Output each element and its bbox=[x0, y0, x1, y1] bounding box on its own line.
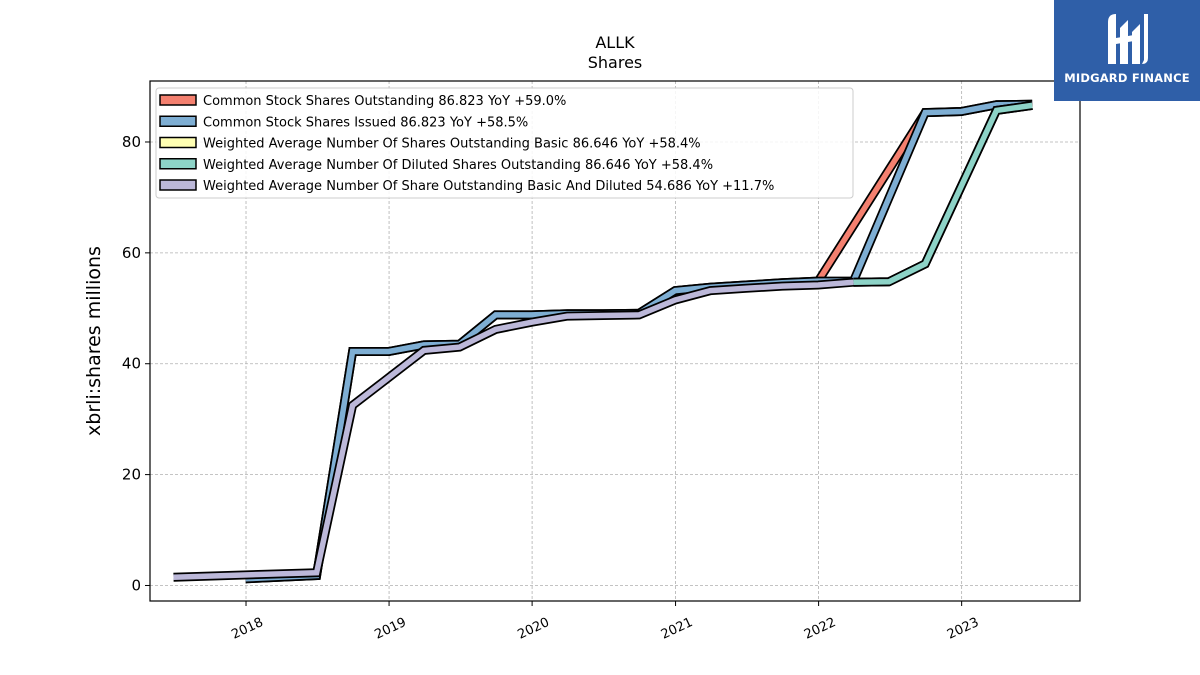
legend-entry: Common Stock Shares Outstanding 86.823 Y… bbox=[203, 94, 566, 109]
series-line bbox=[173, 279, 854, 580]
plot-frame bbox=[149, 80, 1081, 602]
legend-swatch bbox=[159, 179, 197, 191]
y-axis-label: xbrli:shares millions bbox=[83, 246, 105, 436]
brand-logo: MIDGARD FINANCE bbox=[1054, 0, 1200, 101]
x-tick-label: 2021 bbox=[659, 615, 695, 643]
brand-name: MIDGARD FINANCE bbox=[1064, 71, 1190, 85]
x-tick-label: 2020 bbox=[515, 615, 551, 643]
legend-swatch bbox=[159, 115, 197, 127]
axis-ticks: 0 20 40 60 80 2018 2019 2020 2021 2022 2023 bbox=[122, 133, 981, 643]
logo-emblem-icon bbox=[1108, 14, 1148, 64]
legend-swatch bbox=[159, 94, 197, 106]
x-tick-label: 2023 bbox=[945, 615, 981, 643]
legend-entry: Weighted Average Number Of Share Outstan… bbox=[203, 179, 774, 194]
series-line bbox=[853, 102, 1033, 285]
legend-swatch bbox=[159, 158, 197, 170]
y-tick-label: 80 bbox=[122, 133, 141, 151]
chart-title: ALLK bbox=[595, 33, 635, 52]
legend-entry: Weighted Average Number Of Shares Outsta… bbox=[203, 137, 701, 152]
y-tick-label: 40 bbox=[122, 355, 141, 373]
series-line-outline bbox=[853, 100, 1033, 287]
y-tick-label: 60 bbox=[122, 244, 141, 262]
series-line bbox=[853, 102, 1033, 285]
chart-subtitle: Shares bbox=[588, 53, 643, 72]
y-tick-label: 0 bbox=[131, 576, 141, 594]
legend: Common Stock Shares Outstanding 86.823 Y… bbox=[155, 87, 854, 199]
y-tick-label: 20 bbox=[122, 466, 141, 484]
x-tick-label: 2018 bbox=[229, 615, 265, 643]
series-line-outline bbox=[853, 100, 1033, 287]
legend-frame bbox=[155, 87, 854, 199]
series-layer bbox=[173, 99, 1033, 584]
x-tick-label: 2022 bbox=[802, 615, 838, 643]
legend-swatch bbox=[159, 136, 197, 149]
x-tick-label: 2019 bbox=[372, 615, 408, 643]
legend-entry: Common Stock Shares Issued 86.823 YoY +5… bbox=[203, 115, 528, 130]
legend-entry: Weighted Average Number Of Diluted Share… bbox=[203, 158, 713, 173]
